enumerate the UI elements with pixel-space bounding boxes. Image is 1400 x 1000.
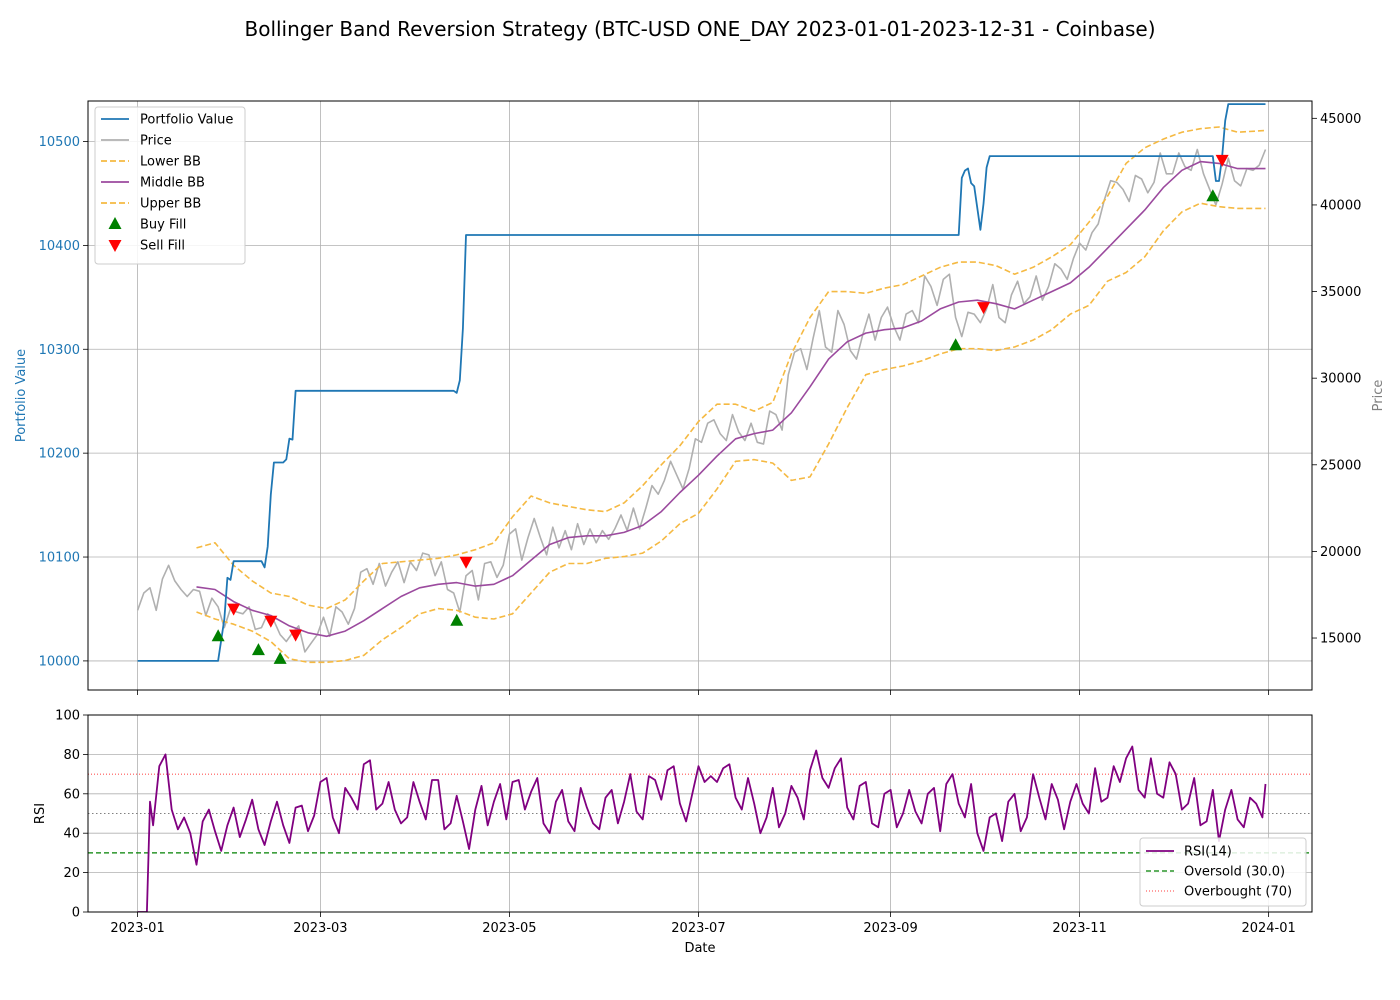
buy-fill-marker bbox=[949, 338, 963, 351]
x-tick-label: 2024-01 bbox=[1241, 921, 1295, 936]
rsi-y-tick-label: 80 bbox=[63, 748, 80, 763]
legend-swatch bbox=[108, 217, 122, 229]
rsi-legend-box bbox=[1139, 837, 1307, 907]
right-y-tick-label: 30000 bbox=[1320, 372, 1361, 387]
left-y-tick-label: 10500 bbox=[39, 135, 80, 150]
right-y-tick-label: 40000 bbox=[1320, 198, 1361, 213]
x-tick-label: 2023-11 bbox=[1052, 921, 1106, 936]
left-y-tick-label: 10400 bbox=[39, 239, 80, 254]
rsi-y-tick-label: 40 bbox=[63, 827, 80, 842]
rsi-legend-label: RSI(14) bbox=[1184, 845, 1232, 860]
series-portfolio-value-line bbox=[137, 103, 1266, 662]
left-y-tick-label: 10300 bbox=[39, 343, 80, 358]
legend-label: Lower BB bbox=[140, 155, 201, 170]
sell-fill-marker bbox=[977, 302, 991, 315]
x-tick-label: 2023-03 bbox=[293, 921, 347, 936]
x-tick-label: 2023-05 bbox=[482, 921, 536, 936]
top-plot-area bbox=[136, 103, 1267, 664]
left-y-axis-label: Portfolio Value bbox=[14, 349, 29, 442]
sell-fill-marker bbox=[1215, 154, 1229, 167]
sell-fill-marker bbox=[264, 615, 278, 628]
x-tick-label: 2023-09 bbox=[863, 921, 917, 936]
sell-fill-marker bbox=[227, 603, 241, 616]
right-y-tick-label: 35000 bbox=[1320, 285, 1361, 300]
rsi-legend-label: Oversold (30.0) bbox=[1184, 865, 1285, 880]
rsi-y-tick-label: 100 bbox=[55, 709, 80, 724]
bottom-plot-area bbox=[88, 745, 1312, 912]
left-y-tick-label: 10100 bbox=[39, 551, 80, 566]
rsi-y-tick-label: 60 bbox=[63, 787, 80, 802]
bottom-plot-frame bbox=[87, 714, 1313, 913]
legend-label: Portfolio Value bbox=[140, 113, 233, 128]
legend-swatch bbox=[108, 240, 122, 252]
rsi-y-tick-label: 0 bbox=[72, 906, 80, 921]
x-tick-label: 2023-07 bbox=[671, 921, 725, 936]
legend-label: Buy Fill bbox=[140, 218, 186, 233]
rsi-y-axis-label: RSI bbox=[33, 803, 48, 824]
x-tick-label: 2023-01 bbox=[110, 921, 164, 936]
right-y-tick-label: 25000 bbox=[1320, 458, 1361, 473]
series-price-line bbox=[136, 148, 1267, 653]
left-y-tick-label: 10000 bbox=[39, 654, 80, 669]
rsi-legend: RSI(14) Oversold (30.0) Overbought (70) bbox=[1139, 837, 1307, 907]
legend-label: Price bbox=[140, 134, 172, 149]
right-y-axis-label: Price bbox=[1371, 380, 1386, 412]
buy-fill-marker bbox=[273, 651, 287, 664]
top-grid bbox=[88, 101, 1312, 690]
buy-fill-marker bbox=[450, 613, 464, 626]
right-y-tick-label: 20000 bbox=[1320, 545, 1361, 560]
series-upper-bb-line bbox=[196, 126, 1266, 610]
rsi-y-tick-label: 20 bbox=[63, 866, 80, 881]
buy-fill-marker bbox=[211, 629, 225, 642]
buy-fill-marker bbox=[1206, 189, 1220, 202]
right-y-tick-label: 15000 bbox=[1320, 632, 1361, 647]
top-legend: Portfolio Value Price Lower BB Middle BB Upp… bbox=[94, 106, 246, 265]
sell-fill-marker bbox=[459, 556, 473, 569]
series-lower-bb-line bbox=[196, 202, 1266, 664]
top-plot-frame bbox=[87, 100, 1313, 691]
sell-fill-marker bbox=[289, 629, 303, 642]
rsi-panel: 2023-01 2023-03 2023-05 2023-07 2023-09 2023-… bbox=[33, 709, 1313, 956]
chart-title: Bollinger Band Reversion Strategy (BTC-U… bbox=[244, 17, 1155, 41]
legend-label: Upper BB bbox=[140, 197, 201, 212]
x-axis-label: Date bbox=[684, 941, 715, 956]
right-y-tick-label: 45000 bbox=[1320, 112, 1361, 127]
buy-fill-marker bbox=[251, 643, 265, 656]
top-legend-box bbox=[94, 106, 246, 265]
legend-label: Sell Fill bbox=[140, 239, 185, 254]
legend-label: Middle BB bbox=[140, 176, 205, 191]
left-y-tick-label: 10200 bbox=[39, 447, 80, 462]
price-portfolio-panel: 10000 10100 10200 10300 10400 10500 15000 20000… bbox=[14, 100, 1386, 695]
series-middle-bb-line bbox=[196, 160, 1266, 638]
rsi-legend-label: Overbought (70) bbox=[1184, 885, 1292, 900]
series-rsi-line bbox=[137, 745, 1267, 912]
